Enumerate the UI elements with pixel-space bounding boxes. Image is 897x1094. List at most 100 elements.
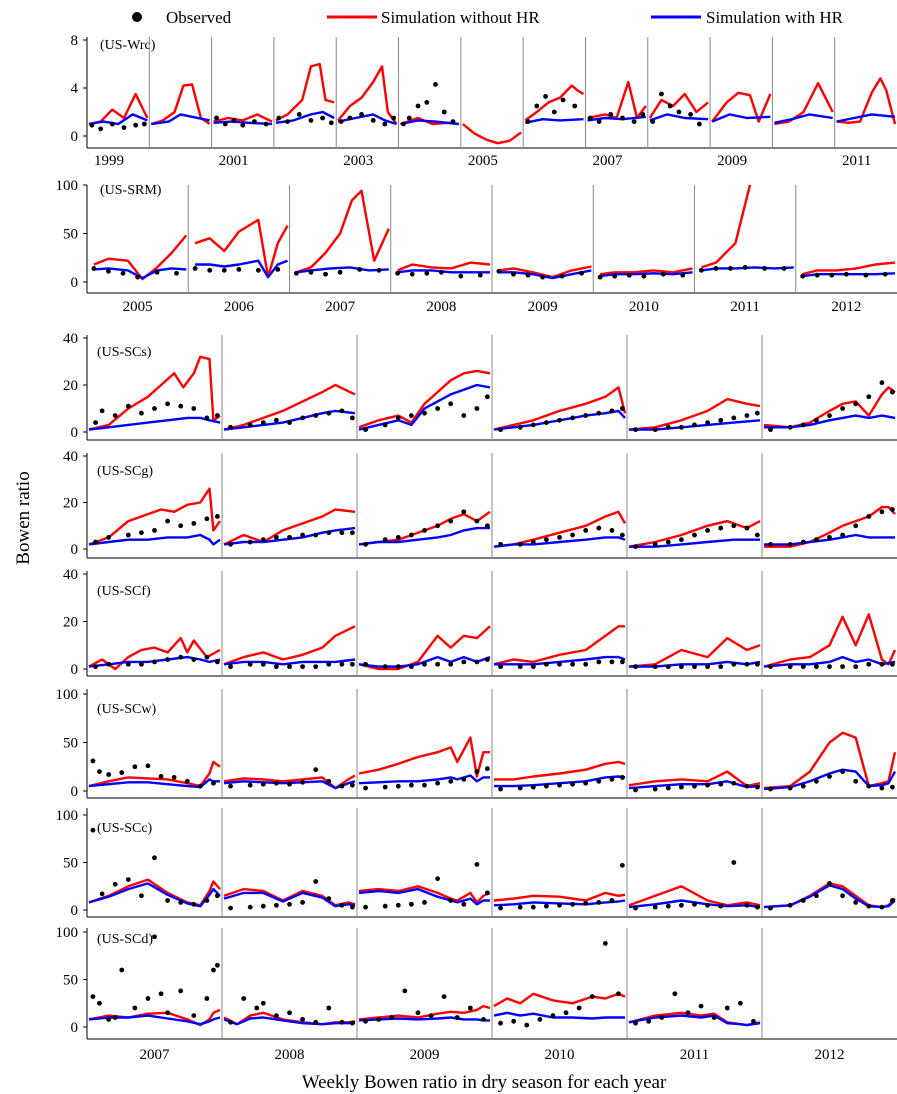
observed-point — [853, 778, 859, 784]
observed-point — [652, 664, 658, 670]
observed-point — [228, 905, 233, 911]
observed-point — [260, 420, 266, 425]
observed-point — [718, 664, 724, 670]
observed-point — [125, 532, 131, 538]
observed-point — [276, 115, 282, 121]
observed-point — [742, 265, 748, 270]
series-with-hr — [88, 882, 221, 908]
observed-point — [484, 890, 490, 896]
observed-point — [97, 769, 102, 774]
observed-point — [570, 415, 575, 421]
series-without-hr — [587, 80, 647, 120]
observed-point — [409, 271, 415, 277]
observed-point — [91, 266, 97, 271]
y-tick-label: 4 — [71, 81, 79, 97]
observed-point — [260, 537, 266, 543]
observed-point — [152, 855, 157, 861]
series-with-hr — [275, 110, 335, 124]
observed-point — [477, 272, 483, 278]
observed-point — [889, 507, 895, 512]
observed-point — [165, 657, 171, 662]
site-label: (US-SCs) — [97, 345, 152, 360]
observed-point — [339, 530, 345, 536]
observed-point — [685, 1010, 691, 1016]
observed-point — [705, 420, 710, 425]
observed-point — [650, 119, 656, 124]
observed-point — [139, 410, 144, 416]
observed-point — [787, 785, 793, 791]
observed-point — [557, 661, 562, 667]
series-without-hr — [88, 878, 221, 907]
observed-point — [840, 532, 845, 538]
observed-point — [448, 898, 454, 903]
panel-data — [88, 731, 897, 793]
year-label: 2011 — [842, 153, 871, 169]
observed-point — [326, 1005, 332, 1011]
observed-point — [106, 1017, 112, 1022]
year-label: 2003 — [343, 153, 373, 169]
observed-point — [448, 518, 454, 524]
observed-point — [633, 427, 638, 433]
series-with-hr — [649, 113, 709, 122]
observed-point — [768, 786, 773, 792]
observed-point — [300, 900, 305, 905]
observed-point — [401, 121, 406, 127]
observed-point — [679, 784, 684, 790]
observed-point — [474, 659, 480, 665]
observed-point — [879, 661, 885, 667]
series-with-hr — [93, 267, 187, 280]
observed-point — [474, 862, 480, 867]
observed-point — [382, 121, 388, 127]
year-label: 2001 — [219, 153, 249, 169]
observed-point — [579, 270, 584, 276]
observed-point — [406, 115, 412, 121]
observed-point — [696, 121, 702, 127]
observed-point — [498, 1020, 503, 1026]
observed-point — [705, 902, 710, 908]
observed-point — [530, 664, 536, 670]
panel-data — [88, 613, 897, 671]
observed-point — [498, 541, 503, 547]
panel-data — [88, 487, 896, 550]
observed-point — [300, 664, 305, 670]
observed-point — [204, 898, 210, 903]
y-tick-label: 50 — [63, 227, 78, 243]
series-without-hr — [88, 487, 221, 546]
observed-point — [363, 1018, 368, 1024]
observed-point — [99, 891, 105, 897]
observed-point — [544, 661, 549, 667]
year-label: 2012 — [831, 299, 861, 315]
observed-point — [349, 1020, 355, 1026]
y-tick-label: 40 — [63, 331, 78, 347]
observed-point — [252, 119, 257, 124]
observed-point — [178, 654, 184, 660]
observed-point — [132, 1005, 138, 1011]
observed-point — [370, 118, 376, 123]
observed-point — [827, 413, 832, 418]
observed-point — [609, 898, 615, 903]
y-tick-label: 50 — [63, 973, 78, 989]
observed-point — [145, 996, 151, 1001]
observed-point — [461, 776, 467, 782]
series-without-hr — [462, 123, 522, 145]
observed-point — [768, 427, 773, 433]
observed-point — [422, 900, 427, 905]
observed-point — [544, 783, 549, 789]
observed-point — [313, 664, 319, 670]
observed-point — [602, 941, 608, 946]
observed-point — [458, 273, 464, 279]
observed-point — [435, 661, 440, 667]
observed-point — [557, 534, 562, 540]
observed-point — [349, 530, 355, 536]
year-label: 2005 — [468, 153, 498, 169]
observed-point — [724, 1005, 730, 1011]
observed-point — [597, 274, 603, 280]
series-without-hr — [648, 92, 709, 119]
panel-data — [91, 184, 896, 281]
series-without-hr — [358, 736, 490, 778]
observed-point — [323, 271, 328, 277]
observed-point — [409, 664, 414, 670]
series-without-hr — [493, 625, 625, 666]
observed-point — [363, 661, 368, 667]
series-without-hr — [213, 113, 273, 123]
